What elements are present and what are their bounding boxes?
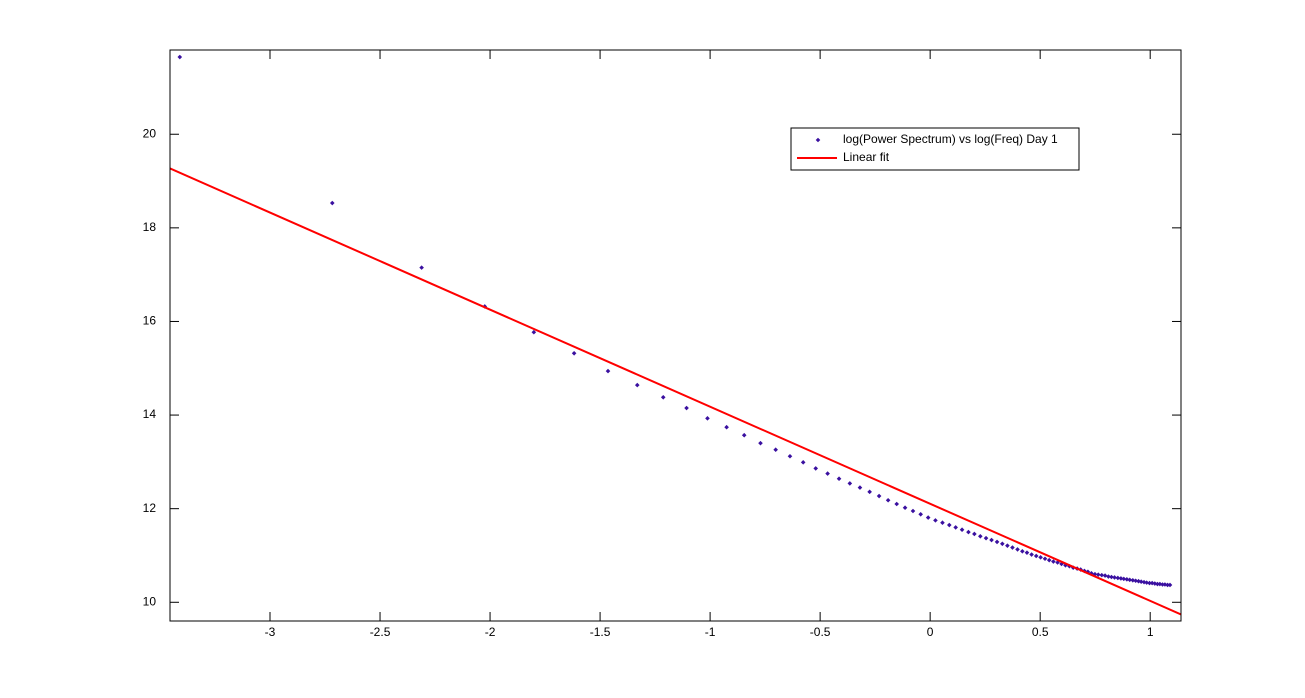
y-tick-label: 14	[143, 407, 157, 421]
data-point	[1144, 580, 1149, 585]
data-point	[1005, 543, 1010, 548]
x-tick-label: -2	[485, 625, 496, 639]
data-point	[1024, 550, 1030, 555]
data-point	[1109, 574, 1114, 580]
data-point	[972, 531, 977, 537]
data-point	[1033, 553, 1039, 559]
data-point	[1121, 576, 1127, 582]
data-point	[705, 416, 710, 421]
x-tick-label: -2.5	[370, 625, 391, 639]
y-tick-label: 12	[143, 501, 157, 515]
data-point	[1155, 581, 1160, 587]
data-point	[1133, 578, 1138, 584]
data-point	[978, 533, 983, 539]
data-point	[1165, 582, 1170, 588]
data-point	[867, 489, 872, 495]
data-point	[1160, 582, 1165, 587]
x-tick-label: -1	[705, 625, 716, 639]
legend-marker	[815, 137, 821, 143]
data-point	[660, 394, 666, 400]
data-point	[983, 535, 989, 541]
y-tick-label: 10	[143, 594, 157, 608]
axes-box	[169, 49, 1182, 622]
data-point	[1020, 548, 1025, 554]
data-point	[885, 497, 891, 503]
data-point	[1029, 552, 1034, 557]
data-point	[1127, 577, 1133, 583]
x-tick-label: 1	[1147, 625, 1154, 639]
data-point	[857, 485, 863, 490]
data-point	[1130, 577, 1136, 583]
data-point	[876, 493, 882, 499]
data-point	[724, 424, 729, 430]
legend-label: Linear fit	[843, 150, 890, 164]
data-point	[1099, 572, 1105, 578]
data-point	[787, 453, 793, 459]
data-point	[758, 440, 763, 446]
data-point	[800, 460, 806, 465]
data-point	[1112, 575, 1117, 580]
data-point	[1046, 557, 1052, 563]
data-point	[773, 447, 778, 452]
data-point	[1051, 559, 1056, 564]
data-point	[1102, 573, 1108, 578]
y-tick-label: 20	[143, 126, 157, 140]
legend-box	[790, 127, 1080, 171]
data-point	[1085, 569, 1091, 575]
x-tick-label: -3	[265, 625, 276, 639]
data-point	[419, 265, 424, 270]
data-point	[966, 529, 971, 535]
data-point	[1147, 580, 1152, 586]
data-point	[531, 329, 537, 335]
data-point	[1095, 572, 1101, 577]
y-tick-label: 16	[143, 314, 157, 328]
data-point	[1124, 577, 1130, 582]
fit-line	[170, 167, 1181, 616]
data-point	[1167, 582, 1173, 588]
data-point	[1015, 547, 1020, 552]
data-point	[813, 466, 819, 471]
data-point	[902, 505, 908, 511]
data-point	[847, 481, 853, 486]
data-point	[1042, 556, 1048, 562]
data-point	[605, 368, 611, 374]
data-point	[918, 511, 923, 517]
data-point	[684, 405, 689, 411]
data-point	[329, 200, 335, 206]
data-point	[959, 527, 965, 533]
data-point	[1106, 574, 1111, 579]
x-tick-label: 0.5	[1032, 625, 1049, 639]
data-point	[836, 476, 842, 482]
data-point	[177, 54, 183, 60]
data-point	[946, 522, 952, 528]
data-point	[1138, 579, 1144, 584]
x-tick-label: 0	[927, 625, 934, 639]
data-point	[1038, 555, 1043, 560]
data-point	[1000, 541, 1005, 547]
legend-label: log(Power Spectrum) vs log(Freq) Day 1	[843, 132, 1058, 146]
data-point	[910, 508, 916, 514]
data-point	[989, 537, 994, 543]
data-point	[1010, 545, 1015, 550]
data-point	[994, 539, 1000, 545]
data-point	[741, 432, 747, 438]
data-point	[953, 525, 958, 530]
x-tick-label: -1.5	[590, 625, 611, 639]
data-point	[925, 515, 931, 520]
data-point	[634, 382, 640, 388]
x-tick-label: -0.5	[810, 625, 831, 639]
data-point	[894, 501, 900, 507]
data-point	[940, 520, 945, 526]
data-point	[825, 471, 830, 476]
data-point	[571, 350, 577, 356]
y-tick-label: 18	[143, 220, 157, 234]
data-point	[933, 518, 938, 523]
data-point	[1115, 575, 1121, 581]
data-point	[1118, 576, 1124, 581]
